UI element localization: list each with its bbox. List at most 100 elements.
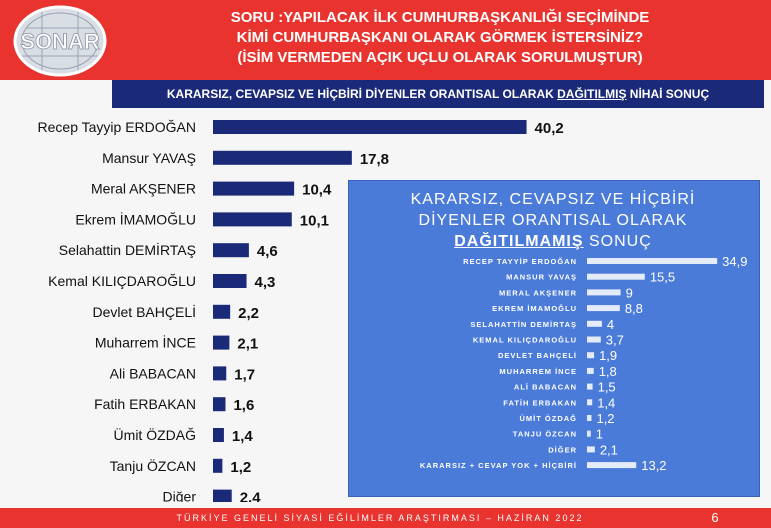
- main-bar: [213, 489, 232, 502]
- inset-category-label: TANJU ÖZCAN: [513, 430, 577, 439]
- inset-value-label: 1: [596, 427, 603, 442]
- inset-value-label: 1,8: [599, 364, 617, 379]
- main-bar: [213, 397, 226, 412]
- inset-panel: KARARSIZ, CEVAPSIZ VE HİÇBİRİ DİYENLER O…: [348, 180, 760, 497]
- inset-category-label: ÜMİT ÖZDAĞ: [520, 414, 578, 423]
- inset-category-label: SELAHATTİN DEMİRTAŞ: [470, 320, 577, 329]
- main-category-label: Ekrem İMAMOĞLU: [75, 210, 196, 227]
- inset-category-label: KARARSIZ + CEVAP YOK + HİÇBİRİ: [420, 461, 577, 470]
- main-bar: [213, 366, 227, 381]
- inset-title-line-2: DİYENLER ORANTISAL OLARAK: [418, 212, 688, 229]
- main-category-label: Devlet BAHÇELİ: [93, 303, 196, 320]
- inset-bar: [587, 430, 591, 437]
- header-banner: SONAR SORU :YAPILACAK İLK CUMHURBAŞKANLI…: [0, 0, 771, 80]
- question-line-1: SORU :YAPILACAK İLK CUMHURBAŞKANLIĞI SEÇ…: [230, 9, 650, 26]
- main-bar: [213, 458, 223, 473]
- main-bar: [213, 120, 527, 134]
- main-bar: [213, 181, 295, 196]
- main-value-label: 4,3: [255, 274, 276, 291]
- main-value-label: 10,1: [300, 212, 329, 229]
- main-value-label: 40,2: [535, 120, 564, 137]
- inset-category-label: MERAL AKŞENER: [499, 288, 577, 297]
- inset-bar: [587, 367, 594, 374]
- inset-bar: [587, 258, 718, 264]
- main-bar: [213, 274, 247, 288]
- footer-text: TÜRKİYE GENELİ SİYASİ EĞİLİMLER ARAŞTIRM…: [176, 513, 584, 523]
- main-value-label: 17,8: [360, 151, 389, 168]
- inset-value-label: 4: [607, 317, 614, 332]
- main-bar-chart: Recep Tayyip ERDOĞAN 40,2 Mansur YAVAŞ 17,8…: [38, 119, 564, 502]
- inset-category-label: FATİH ERBAKAN: [503, 398, 577, 407]
- main-bar: [213, 150, 352, 165]
- inset-value-label: 9: [626, 285, 633, 300]
- logo-text: SONAR: [20, 29, 100, 54]
- inset-value-label: 8,8: [625, 301, 643, 316]
- main-value-label: 4,6: [257, 243, 278, 260]
- main-bar: [213, 335, 230, 350]
- inset-value-label: 13,2: [641, 458, 666, 473]
- main-value-label: 1,2: [230, 459, 251, 476]
- main-value-label: 1,4: [232, 428, 254, 445]
- inset-bar: [587, 446, 595, 453]
- inset-category-label: DİĞER: [548, 445, 577, 454]
- main-category-label: Ali BABACAN: [110, 365, 196, 381]
- inset-bar: [587, 352, 595, 359]
- question-text: SORU :YAPILACAK İLK CUMHURBAŞKANLIĞI SEÇ…: [120, 8, 760, 68]
- main-bar: [213, 243, 249, 258]
- inset-value-label: 1,2: [596, 411, 614, 426]
- question-line-2: KİMİ CUMHURBAŞKANI OLARAK GÖRMEK İSTERSİ…: [236, 29, 644, 46]
- footer-bar: TÜRKİYE GENELİ SİYASİ EĞİLİMLER ARAŞTIRM…: [0, 508, 771, 528]
- inset-category-label: RECEP TAYYİP ERDOĞAN: [463, 257, 577, 266]
- main-category-label: Meral AKŞENER: [91, 181, 196, 197]
- page-number: 6: [711, 510, 719, 525]
- subtitle-suffix: NİHAİ SONUÇ: [626, 87, 710, 101]
- main-category-label: Fatih ERBAKAN: [94, 396, 196, 412]
- inset-category-label: KEMAL KILIÇDAROĞLU: [473, 336, 577, 345]
- main-value-label: 1,6: [233, 397, 254, 414]
- subtitle-underlined: DAĞITILMIŞ: [557, 87, 627, 101]
- inset-title-line-1: KARARSIZ, CEVAPSIZ VE HİÇBİRİ: [410, 191, 696, 208]
- inset-bar: [587, 383, 593, 390]
- inset-value-label: 3,7: [606, 333, 624, 348]
- inset-bar: [587, 415, 592, 421]
- inset-bar-chart: RECEP TAYYİP ERDOĞAN 34,9 MANSUR YAVAŞ 15,5…: [420, 254, 748, 473]
- main-category-label: Mansur YAVAŞ: [102, 150, 196, 166]
- inset-bar: [587, 462, 637, 469]
- main-category-label: Ümit ÖZDAĞ: [114, 426, 196, 443]
- sonar-logo: SONAR: [13, 5, 107, 77]
- inset-title-underlined: DAĞITILMAMIŞ: [454, 233, 584, 250]
- main-category-label: Diğer: [163, 489, 197, 502]
- subtitle-bar: KARARSIZ, CEVAPSIZ VE HİÇBİRİ DİYENLER O…: [112, 80, 764, 108]
- main-value-label: 2,1: [237, 336, 258, 353]
- inset-category-label: MANSUR YAVAŞ: [506, 273, 577, 282]
- inset-bar: [587, 399, 593, 406]
- main-value-label: 1,7: [234, 366, 255, 383]
- main-bar: [213, 304, 231, 319]
- inset-category-label: EKREM İMAMOĞLU: [492, 304, 577, 313]
- main-category-label: Selahattin DEMİRTAŞ: [59, 241, 196, 258]
- main-bar: [213, 428, 224, 442]
- main-category-label: Recep Tayyip ERDOĞAN: [38, 119, 196, 135]
- inset-value-label: 2,1: [600, 442, 618, 457]
- main-value-label: 2,2: [238, 305, 259, 322]
- inset-value-label: 1,9: [599, 348, 617, 363]
- inset-value-label: 34,9: [722, 254, 747, 269]
- inset-category-label: DEVLET BAHÇELİ: [498, 351, 577, 360]
- inset-bar: [587, 320, 602, 327]
- question-line-3: (İSİM VERMEDEN AÇIK UÇLU OLARAK SORULMUŞ…: [237, 49, 643, 66]
- inset-bar: [587, 305, 620, 312]
- inset-category-label: ALİ BABACAN: [514, 383, 577, 392]
- inset-bar: [587, 273, 645, 280]
- main-category-label: Muharrem İNCE: [95, 334, 196, 351]
- inset-title-suffix: SONUÇ: [583, 233, 652, 250]
- inset-title: KARARSIZ, CEVAPSIZ VE HİÇBİRİ DİYENLER O…: [393, 189, 713, 252]
- inset-value-label: 15,5: [650, 270, 675, 285]
- inset-bar: [587, 336, 601, 343]
- main-value-label: 10,4: [302, 182, 332, 199]
- subtitle-prefix: KARARSIZ, CEVAPSIZ VE HİÇBİRİ DİYENLER O…: [166, 87, 558, 101]
- inset-category-label: MUHARREM İNCE: [499, 367, 577, 376]
- inset-bar: [587, 289, 621, 296]
- inset-value-label: 1,5: [598, 380, 616, 395]
- inset-value-label: 1,4: [597, 395, 615, 410]
- main-category-label: Kemal KILIÇDAROĞLU: [48, 273, 196, 289]
